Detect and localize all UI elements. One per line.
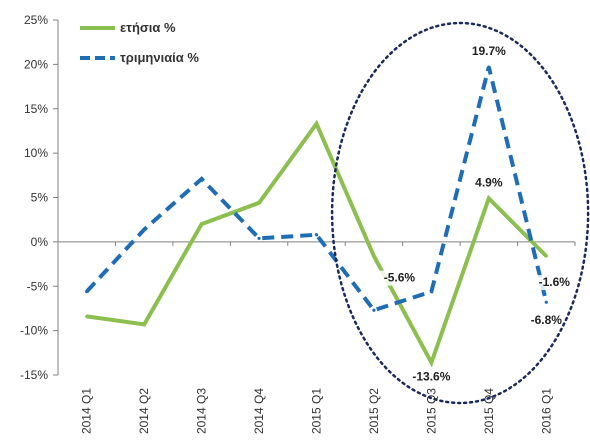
data-point [487,196,491,200]
x-tick-label: 2014 Q3 [195,388,209,434]
data-point [372,308,376,312]
data-label-bg [379,270,420,286]
legend-label-quarterly: τριμηνιαία % [120,50,199,65]
y-tick-label: 10% [24,146,48,160]
data-label-bg [534,275,575,291]
data-point [314,122,319,126]
data-point [200,222,204,226]
x-tick-label: 2015 Q1 [310,388,324,434]
series-lines [85,65,549,368]
x-tick-label: 2015 Q4 [482,388,496,434]
data-point [429,289,433,294]
data-point [85,314,89,319]
data-point [429,360,433,365]
data-point [487,65,491,69]
dotted-ellipse-annotation [330,21,590,405]
data-labels: -13.6% 4.9% -1.6% -5.6% 19.7% -6.8% [379,44,575,385]
data-point [314,233,319,237]
y-tick-label: -15% [20,368,48,382]
x-tick-label: 2016 Q1 [539,388,553,434]
data-label-bg [468,175,509,191]
y-tick-label: 0% [31,235,49,249]
data-point [142,227,146,232]
x-tick-label: 2014 Q4 [252,388,266,434]
data-label-bg [526,313,567,329]
y-tick-label: 15% [24,102,48,116]
data-label: -1.6% [539,275,571,289]
y-tick-label: 20% [24,57,48,71]
series-line-quarterly [85,66,549,313]
y-tick-label: -5% [27,279,49,293]
x-tick-label: 2014 Q2 [137,388,151,434]
data-label: -5.6% [384,271,416,285]
data-label: 4.9% [475,175,503,189]
x-tick-label: 2015 Q3 [424,388,438,434]
data-point [200,177,204,181]
annotation-layer [330,21,590,405]
data-point [544,300,548,304]
y-tick-label: 25% [24,13,48,27]
data-label: 19.7% [472,44,506,58]
data-point [257,201,261,205]
y-tick-label: 5% [31,191,49,205]
x-tick-label: 2014 Q1 [80,388,94,434]
y-tick-label: -10% [20,324,48,338]
data-label: -13.6% [412,370,450,384]
data-label-bg [411,369,452,385]
legend: ετήσια % τριμηνιαία % [80,20,199,65]
data-point [544,254,548,258]
data-label-bg [468,44,509,60]
data-point [142,322,146,327]
data-point [257,236,261,240]
data-point [372,254,376,258]
x-tick-label: 2015 Q2 [367,388,381,434]
data-label: -6.8% [531,313,563,327]
data-point [85,289,89,294]
legend-label-annual: ετήσια % [120,20,176,35]
